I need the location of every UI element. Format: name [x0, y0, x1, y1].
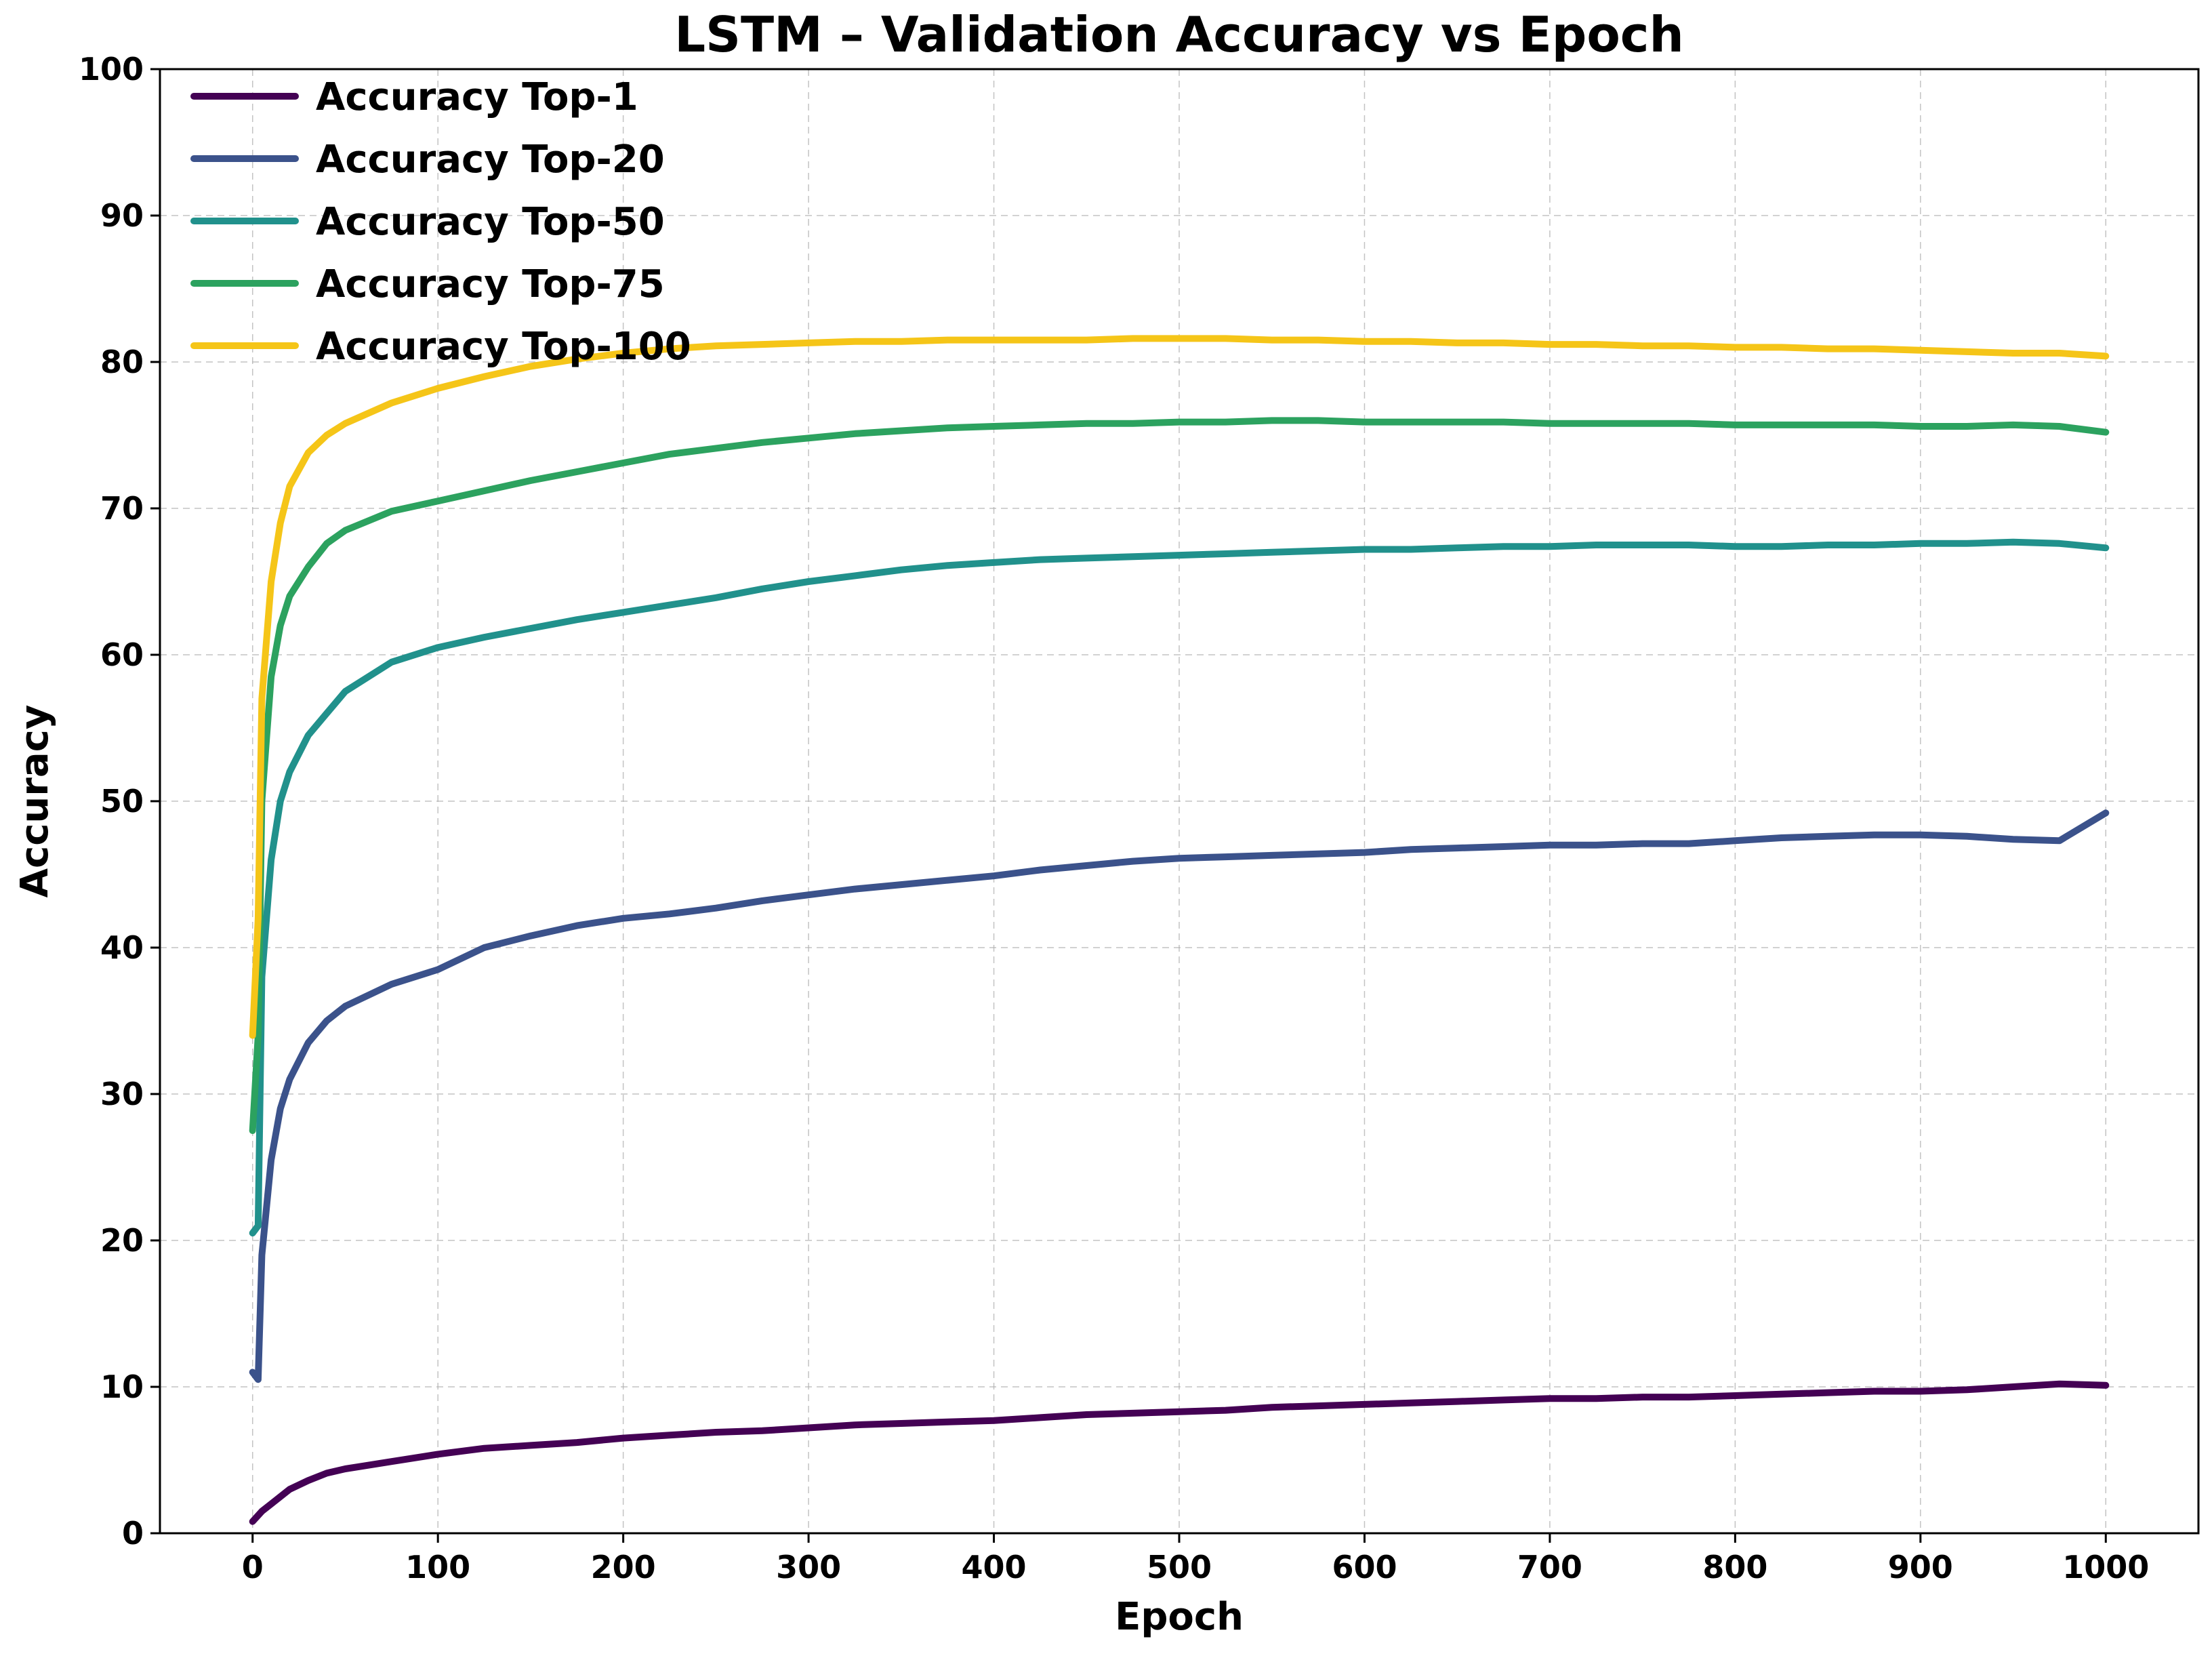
y-tick-label: 20 — [100, 1222, 144, 1259]
x-tick-label: 800 — [1702, 1549, 1767, 1585]
series-line-accuracy-top-75 — [249, 417, 2110, 1134]
y-tick-label: 90 — [100, 197, 144, 234]
x-tick-label: 100 — [405, 1549, 470, 1585]
y-tick-label: 10 — [100, 1369, 144, 1405]
legend: Accuracy Top-1 Accuracy Top-20 Accuracy To… — [190, 75, 691, 369]
x-tick-label: 200 — [591, 1549, 656, 1585]
x-tick-label: 300 — [776, 1549, 841, 1585]
x-tick-label: 900 — [1888, 1549, 1953, 1585]
y-tick-label: 60 — [100, 636, 144, 673]
legend-label: Accuracy Top-75 — [316, 262, 665, 306]
y-tick-label: 100 — [79, 51, 144, 87]
x-tick-label: 500 — [1147, 1549, 1212, 1585]
y-tick-label: 0 — [122, 1515, 144, 1552]
series-line-accuracy-top-50 — [249, 538, 2110, 1237]
legend-label: Accuracy Top-1 — [316, 75, 638, 119]
legend-label: Accuracy Top-100 — [316, 325, 691, 369]
chart-title: LSTM – Validation Accuracy vs Epoch — [674, 6, 1683, 63]
x-tick-label: 1000 — [2062, 1549, 2149, 1585]
series-line-accuracy-top-100 — [249, 335, 2110, 1039]
y-tick-label: 70 — [100, 490, 144, 527]
y-axis-label: Accuracy — [13, 705, 57, 898]
x-tick-label: 700 — [1517, 1549, 1582, 1585]
x-axis-label: Epoch — [1115, 1595, 1244, 1639]
legend-label: Accuracy Top-20 — [316, 138, 665, 182]
series-layer — [249, 335, 2110, 1525]
y-tick-label: 40 — [100, 929, 144, 966]
y-tick-label: 80 — [100, 344, 144, 380]
legend-label: Accuracy Top-50 — [316, 200, 665, 244]
x-tick-label: 600 — [1332, 1549, 1397, 1585]
x-tick-label: 0 — [242, 1549, 264, 1585]
series-line-accuracy-top-1 — [249, 1380, 2110, 1525]
series-line-accuracy-top-20 — [249, 809, 2110, 1383]
y-tick-label: 30 — [100, 1076, 144, 1112]
x-tick-label: 400 — [962, 1549, 1027, 1585]
tick-layer: 0 100 200 300 400 500 600 700 800 900 1000 0 10 20 30 4… — [79, 51, 2149, 1585]
y-tick-label: 50 — [100, 783, 144, 819]
